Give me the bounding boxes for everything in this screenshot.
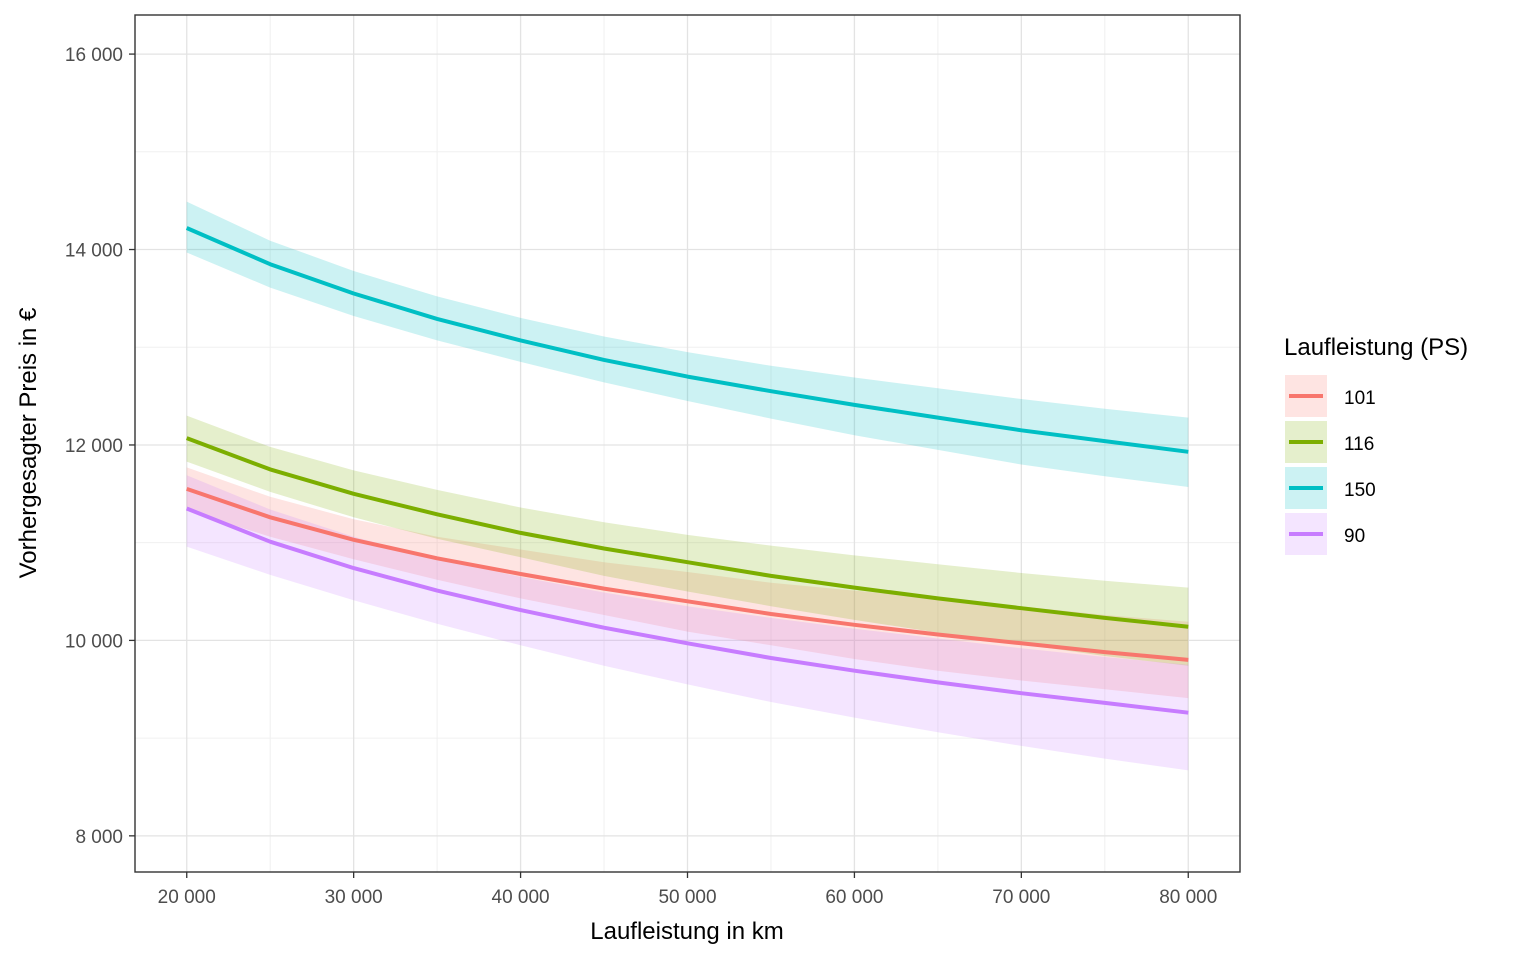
- legend-label-101: 101: [1344, 388, 1376, 409]
- legend-title: Laufleistung (PS): [1284, 334, 1468, 361]
- x-tick-label: 80 000: [1159, 887, 1217, 908]
- x-tick-label: 30 000: [325, 887, 383, 908]
- legend-items: 101 116 150 90: [1285, 375, 1376, 555]
- legend: Laufleistung (PS) 101 116 150 90: [1284, 334, 1468, 555]
- y-axis-title: Vorhergesagter Preis in €: [15, 307, 42, 578]
- x-axis-title: Laufleistung in km: [590, 918, 783, 945]
- legend-label-150: 150: [1344, 480, 1376, 501]
- legend-label-90: 90: [1344, 526, 1365, 547]
- y-tick-label: 12 000: [65, 436, 123, 457]
- series-line-116: [185, 436, 1189, 629]
- x-axis: 20 000 30 000 40 000 50 000 60 000 70 000 80 0…: [158, 872, 1217, 908]
- x-tick-label: 20 000: [158, 887, 216, 908]
- y-tick-label: 14 000: [65, 241, 123, 262]
- ribbon-90: [186, 475, 1189, 771]
- ribbon-101: [186, 467, 1189, 699]
- x-tick-label: 60 000: [825, 887, 883, 908]
- ribbon-116: [186, 415, 1189, 666]
- series-lines: [185, 226, 1189, 715]
- y-axis: 8 000 10 000 12 000 14 000 16 000: [65, 45, 135, 848]
- series-line-101: [186, 487, 1189, 662]
- y-tick-label: 8 000: [75, 827, 123, 848]
- series-line-150: [185, 226, 1189, 454]
- x-tick-label: 50 000: [658, 887, 716, 908]
- x-tick-label: 40 000: [492, 887, 550, 908]
- y-tick-label: 10 000: [65, 631, 123, 652]
- major-gridlines: [135, 15, 1240, 872]
- series-line-90: [185, 506, 1189, 715]
- legend-label-116: 116: [1344, 434, 1374, 455]
- x-tick-label: 70 000: [992, 887, 1050, 908]
- y-tick-label: 16 000: [65, 45, 123, 66]
